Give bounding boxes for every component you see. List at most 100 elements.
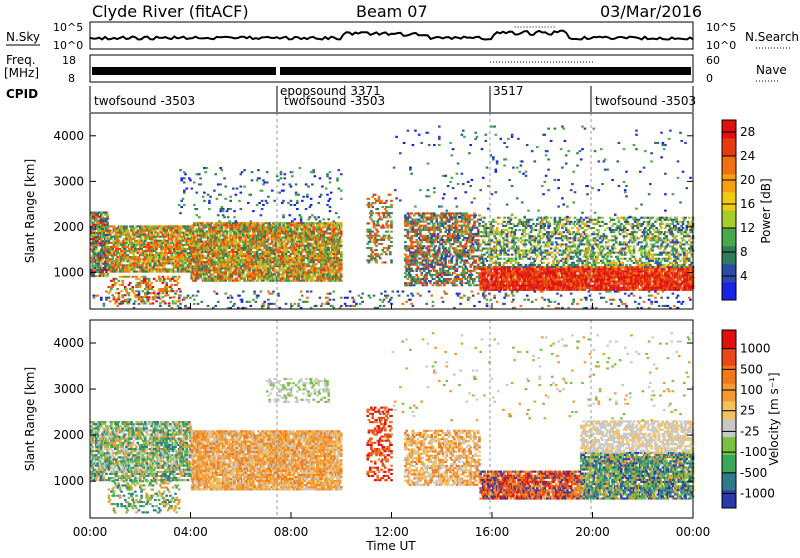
scatter-cell [177, 264, 180, 266]
scatter-cell [410, 243, 413, 245]
scatter-cell [340, 226, 343, 228]
scatter-cell [436, 274, 439, 276]
scatter-cell [229, 237, 232, 239]
scatter-cell [388, 224, 391, 226]
scatter-cell [248, 269, 251, 271]
scatter-cell [219, 210, 222, 212]
scatter-cell [287, 226, 290, 228]
freq-tick-left-bottom: 8 [68, 72, 75, 85]
scatter-cell [418, 262, 421, 264]
scatter-cell [223, 247, 226, 249]
scatter-cell [405, 284, 408, 286]
scatter-cell [133, 268, 136, 270]
scatter-cell [407, 282, 410, 284]
scatter-cell [413, 231, 416, 233]
scatter-cell [163, 278, 166, 280]
scatter-cell [202, 196, 205, 198]
scatter-cell [162, 282, 165, 284]
scatter-cell [385, 210, 388, 212]
scatter-cell [186, 271, 189, 273]
scatter-cell [187, 236, 190, 238]
scatter-cell [388, 247, 391, 249]
scatter-cell [109, 290, 112, 292]
scatter-cell [217, 226, 220, 228]
scatter-cell [116, 234, 119, 236]
scatter-cell [169, 250, 172, 252]
scatter-cell [188, 177, 191, 179]
scatter-cell [206, 265, 209, 267]
scatter-cell [336, 280, 339, 282]
scatter-cell [129, 236, 132, 238]
scatter-cell [300, 220, 303, 222]
scatter-cell [115, 254, 118, 256]
scatter-cell [321, 249, 324, 251]
scatter-cell [425, 251, 428, 253]
scatter-cell [297, 249, 300, 251]
scatter-cell [203, 261, 206, 263]
scatter-cell [314, 267, 317, 269]
scatter-cell [374, 243, 377, 245]
scatter-cell [103, 248, 106, 250]
scatter-cell [277, 273, 280, 275]
scatter-cell [142, 254, 145, 256]
scatter-cell [389, 216, 392, 218]
scatter-cell [110, 225, 113, 227]
scatter-cell [326, 253, 329, 255]
scatter-cell [209, 265, 212, 267]
scatter-cell [428, 249, 431, 251]
scatter-cell [209, 243, 212, 245]
scatter-cell [214, 230, 217, 232]
scatter-cell [143, 260, 146, 262]
scatter-cell [252, 210, 255, 212]
scatter-cell [385, 247, 388, 249]
scatter-cell [388, 212, 391, 214]
scatter-cell [307, 263, 310, 265]
scatter-cell [266, 202, 269, 204]
scatter-cell [159, 278, 162, 280]
scatter-cell [441, 219, 444, 221]
scatter-cell [196, 192, 199, 194]
scatter-cell [232, 188, 235, 190]
scatter-cell [427, 219, 430, 221]
scatter-cell [316, 259, 319, 261]
scatter-cell [443, 280, 446, 282]
scatter-cell [286, 263, 289, 265]
scatter-cell [167, 294, 170, 296]
scatter-cell [410, 251, 413, 253]
scatter-cell [235, 241, 238, 243]
scatter-cell [314, 247, 317, 249]
scatter-cell [316, 239, 319, 241]
scatter-cell [226, 259, 229, 261]
scatter-cell [370, 218, 373, 220]
scatter-cell [340, 224, 343, 226]
scatter-cell [412, 229, 415, 231]
scatter-cell [123, 260, 126, 262]
scatter-cell [128, 234, 131, 236]
scatter-cell [429, 270, 432, 272]
scatter-cell [167, 240, 170, 242]
scatter-cell [133, 230, 136, 232]
scatter-cell [211, 259, 214, 261]
scatter-cell [120, 242, 123, 244]
scatter-cell [304, 267, 307, 269]
scatter-cell [191, 278, 194, 280]
scatter-cell [324, 249, 327, 251]
scatter-cell [125, 288, 128, 290]
scatter-cell [335, 255, 338, 257]
scatter-cell [150, 236, 153, 238]
scatter-cell [335, 271, 338, 273]
scatter-cell [310, 261, 313, 263]
scatter-cell [247, 280, 250, 282]
scatter-cell [250, 253, 253, 255]
scatter-cell [174, 302, 177, 304]
scatter-cell [199, 276, 202, 278]
scatter-cell [193, 267, 196, 269]
scatter-cell [419, 270, 422, 272]
scatter-cell [223, 243, 226, 245]
scatter-cell [196, 237, 199, 239]
scatter-cell [198, 267, 201, 269]
scatter-cell [119, 276, 122, 278]
scatter-cell [150, 246, 153, 248]
scatter-cell [257, 237, 260, 239]
scatter-cell [329, 237, 332, 239]
